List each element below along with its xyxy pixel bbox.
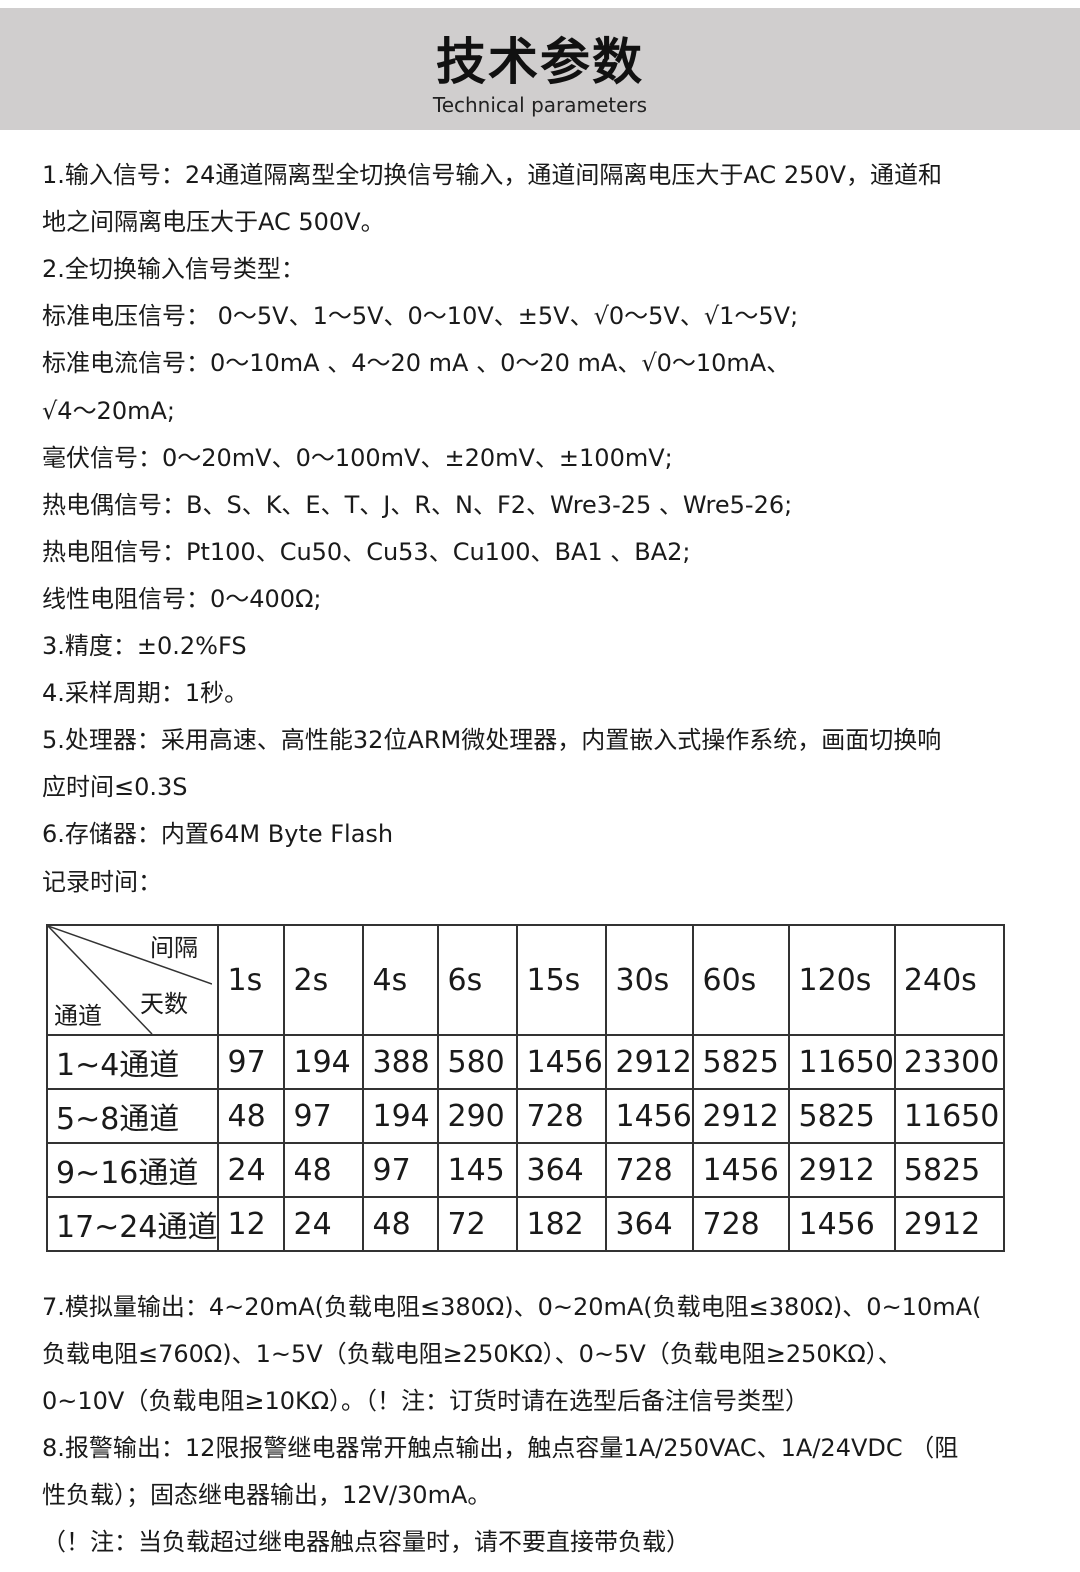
table-cell: 364 [516,1142,608,1198]
table-cell: 12 [217,1196,286,1252]
table-cell: 2912 [605,1034,695,1090]
table-cell: 24 [283,1196,365,1252]
table-row: 17~24通道 12 24 48 72 182 364 728 1456 2912 [45,1196,1005,1252]
table-cell: 1456 [692,1142,791,1198]
spec-line: 应时间≤0.3S [42,773,188,802]
table-row: 5~8通道 48 97 194 290 728 1456 2912 5825 11650 [45,1088,1005,1144]
row-label: 1~4通道 [45,1034,220,1090]
spec-line: （！注：当负载超过继电器触点容量时，请不要直接带负载） [42,1528,690,1556]
column-header: 30s [605,924,695,1036]
table-cell: 1456 [605,1088,695,1144]
corner-channel: 通道 [54,1002,102,1030]
table-cell: 97 [283,1088,365,1144]
table-cell: 1456 [516,1034,608,1090]
table-cell: 48 [217,1088,286,1144]
table-cell: 97 [362,1142,440,1198]
column-header: 1s [217,924,286,1036]
table-cell: 23300 [893,1034,1005,1090]
table-cell: 194 [362,1088,440,1144]
column-header: 15s [516,924,608,1036]
spec-line: 标准电流信号：0～10mA 、4～20 mA 、0～20 mA、√0～10mA、 [42,349,791,378]
table-cell: 194 [283,1034,365,1090]
row-label: 5~8通道 [45,1088,220,1144]
table-cell: 1456 [788,1196,896,1252]
table-cell: 580 [437,1034,519,1090]
diagonal-lines [48,926,212,1034]
spec-line: 7.模拟量输出：4~20mA(负载电阻≤380Ω)、0~20mA(负载电阻≤38… [42,1293,982,1321]
table-cell: 728 [516,1088,608,1144]
corner-cell: 间隔 天数 通道 [45,924,220,1036]
spec-line: 6.存储器：内置64M Byte Flash [42,820,394,849]
record-time-table: 间隔 天数 通道 1s 2s 4s 6s 15s 30s 60s 120s 240s 1~4通道… [45,924,1005,1252]
table-cell: 72 [437,1196,519,1252]
table-header-row: 间隔 天数 通道 1s 2s 4s 6s 15s 30s 60s 120s 240s [45,924,1005,1036]
spec-line: 5.处理器：采用高速、高性能32位ARM微处理器，内置嵌入式操作系统，画面切换响 [42,726,942,755]
spec-line: 记录时间： [42,867,162,896]
spec-line: 2.全切换输入信号类型： [42,255,305,284]
spec-line: 3.精度：±0.2%FS [42,632,247,660]
table-cell: 182 [516,1196,608,1252]
spec-line: 热电偶信号：B、S、K、E、T、J、R、N、F2、Wre3-25 、Wre5-2… [42,490,793,519]
table-cell: 48 [283,1142,365,1198]
table-cell: 728 [605,1142,695,1198]
table-cell: 290 [437,1088,519,1144]
spec-line: 毫伏信号：0～20mV、0～100mV、±20mV、±100mV; [42,443,673,472]
spec-line: 热电阻信号：Pt100、Cu50、Cu53、Cu100、BA1 、BA2; [42,537,691,566]
table-cell: 388 [362,1034,440,1090]
table-cell: 5825 [788,1088,896,1144]
table-cell: 97 [217,1034,286,1090]
spec-line: 4.采样周期：1秒。 [42,679,249,708]
table-cell: 11650 [893,1088,1005,1144]
column-header: 4s [362,924,440,1036]
column-header: 120s [788,924,896,1036]
spec-line: √4～20mA; [42,396,175,425]
table-cell: 145 [437,1142,519,1198]
spec-line: 性负载）；固态继电器输出，12V/30mA。 [42,1481,492,1509]
table-cell: 48 [362,1196,440,1252]
table-cell: 5825 [893,1142,1005,1198]
spec-line: 8.报警输出：12限报警继电器常开触点输出，触点容量1A/250VAC、1A/2… [42,1434,959,1462]
column-header: 240s [893,924,1005,1036]
column-header: 2s [283,924,365,1036]
spec-line: 1.输入信号：24通道隔离型全切换信号输入，通道间隔离电压大于AC 250V，通… [42,161,943,189]
page-title: 技术参数 [436,33,644,91]
corner-interval: 间隔 [150,934,198,962]
table-cell: 364 [605,1196,695,1252]
corner-days: 天数 [140,990,188,1018]
spec-line: 地之间隔离电压大于AC 500V。 [42,208,385,237]
table-cell: 728 [692,1196,791,1252]
page-subtitle: Technical parameters [432,93,648,117]
column-header: 60s [692,924,791,1036]
page-header: 技术参数 Technical parameters [0,8,1080,130]
row-label: 17~24通道 [45,1196,220,1252]
spec-line: 负载电阻≤760Ω)、1~5V（负载电阻≥250KΩ）、0~5V（负载电阻≥25… [42,1340,902,1368]
row-label: 9~16通道 [45,1142,220,1198]
table-cell: 2912 [788,1142,896,1198]
table-cell: 24 [217,1142,286,1198]
spec-line: 线性电阻信号：0～400Ω; [42,584,322,613]
table-cell: 5825 [692,1034,791,1090]
spec-line: 0~10V（负载电阻≥10KΩ）。（！注：订货时请在选型后备注信号类型） [42,1387,810,1415]
table-row: 9~16通道 24 48 97 145 364 728 1456 2912 5825 [45,1142,1005,1198]
column-header: 6s [437,924,519,1036]
table-cell: 11650 [788,1034,896,1090]
table-cell: 2912 [893,1196,1005,1252]
table-row: 1~4通道 97 194 388 580 1456 2912 5825 11650 23300 [45,1034,1005,1090]
spec-line: 标准电压信号： 0～5V、1～5V、0～10V、±5V、√0～5V、√1～5V; [42,302,799,331]
table-cell: 2912 [692,1088,791,1144]
